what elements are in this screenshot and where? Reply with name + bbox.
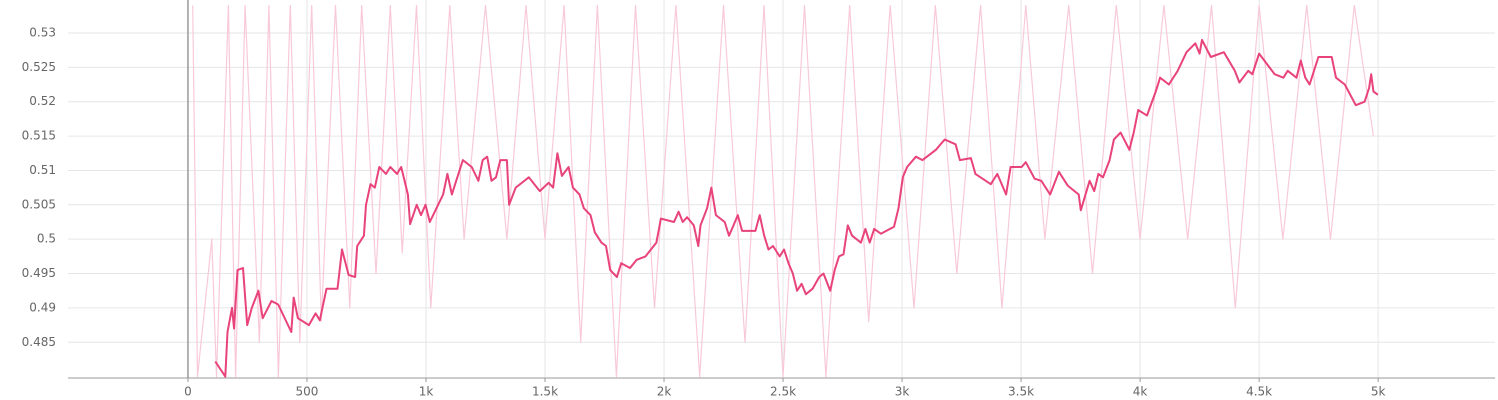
x-tick-label: 3.5k [1008, 385, 1034, 399]
y-tick-label: 0.52 [29, 94, 56, 108]
x-tick-label: 500 [296, 385, 319, 399]
x-tick-label: 1.5k [532, 385, 558, 399]
y-tick-label: 0.495 [22, 266, 56, 280]
y-tick-label: 0.51 [29, 163, 56, 177]
series-line [192, 4, 1374, 378]
y-tick-label: 0.485 [22, 335, 56, 349]
x-tick-label: 3k [895, 385, 910, 399]
x-tick-label: 4.5k [1246, 385, 1272, 399]
y-tick-label: 0.53 [29, 25, 56, 39]
y-tick-label: 0.5 [37, 232, 56, 246]
plot-area [192, 4, 1379, 378]
y-tick-label: 0.49 [29, 300, 56, 314]
x-tick-label: 2k [657, 385, 672, 399]
x-tick-label: 0 [184, 385, 192, 399]
y-tick-label: 0.505 [22, 197, 56, 211]
x-tick-label: 4k [1133, 385, 1148, 399]
x-tick-label: 1k [419, 385, 434, 399]
y-tick-label: 0.515 [22, 129, 56, 143]
x-tick-label: 2.5k [770, 385, 796, 399]
x-tick-label: 5k [1371, 385, 1386, 399]
series-line [214, 38, 1379, 378]
y-tick-label: 0.525 [22, 60, 56, 74]
